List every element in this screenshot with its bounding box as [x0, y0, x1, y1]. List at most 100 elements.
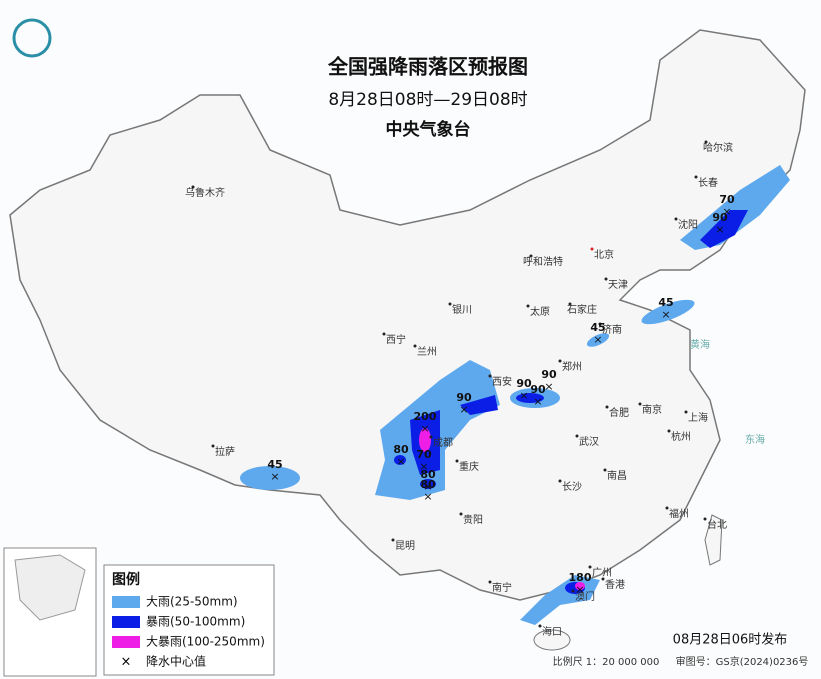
center-value: 200: [414, 410, 437, 423]
center-value: 45: [658, 296, 673, 309]
city-dot: [488, 580, 492, 584]
city-label: 南宁: [492, 581, 512, 594]
center-marker: ×: [544, 380, 553, 393]
center-marker: ×: [593, 333, 602, 346]
city-dot: [571, 589, 575, 593]
center-value: 90: [516, 377, 532, 390]
rain-areas: [240, 165, 790, 625]
center-marker: ×: [533, 395, 542, 408]
center-value: 80: [393, 443, 409, 456]
center-marker: ×: [459, 403, 468, 416]
city-label: 北京: [594, 248, 614, 261]
rain-heavy: [641, 299, 695, 325]
city-label: 哈尔滨: [703, 141, 733, 154]
title: 全国强降雨落区预报图: [327, 55, 528, 79]
legend-title: 图例: [112, 571, 140, 588]
city-dot: [703, 517, 707, 521]
city-dot: [382, 332, 386, 336]
center-value: 90: [712, 211, 728, 224]
legend-marker: ×: [121, 655, 132, 670]
center-value: 80: [420, 468, 436, 481]
rain-severe: [575, 582, 585, 590]
center-value: 45: [267, 458, 282, 471]
city-label: 西安: [492, 375, 512, 388]
rain-storm: [420, 479, 436, 489]
city-dot: [413, 344, 417, 348]
city-dot: [605, 405, 609, 409]
city-dot: [488, 374, 492, 378]
rain-storm: [394, 455, 406, 465]
city-label: 天津: [608, 279, 628, 291]
legend-label: 暴雨(50-100mm): [146, 615, 245, 629]
city-dot: [391, 538, 395, 542]
city-dot: [448, 302, 452, 306]
center-marker: ×: [575, 583, 584, 596]
center-marker: ×: [423, 490, 432, 503]
city-label: 香港: [605, 579, 625, 591]
city-dot: [684, 410, 688, 414]
city-label: 台北: [707, 518, 727, 531]
center-value: 180: [569, 571, 592, 584]
rain-heavy: [680, 165, 790, 250]
center-value: 80: [420, 478, 436, 491]
city-label: 广州: [592, 567, 612, 579]
legend-swatch: [112, 616, 140, 628]
city-dot: [590, 247, 594, 251]
center-marker: ×: [519, 389, 528, 402]
rain-storm: [460, 395, 498, 415]
rain-storm: [700, 210, 748, 248]
center-marker: ×: [396, 455, 405, 468]
city-dot: [558, 479, 562, 483]
city-label: 银川: [452, 303, 472, 316]
review: 审图号：GS京(2024)0236号: [676, 655, 809, 668]
legend-label: 大暴雨(100-250mm): [146, 635, 265, 649]
center-marker: ×: [420, 422, 429, 435]
center-marker: ×: [423, 480, 432, 493]
city-label: 上海: [688, 411, 708, 424]
center-value: 90: [456, 391, 472, 404]
center-marker: ×: [270, 470, 279, 483]
city-label: 呼和浩特: [523, 256, 563, 268]
city-label: 贵阳: [463, 513, 483, 526]
city-label: 兰州: [417, 345, 437, 358]
city-label: 南京: [642, 403, 662, 416]
city-label: 乌鲁木齐: [185, 186, 225, 199]
city-label: 郑州: [562, 360, 582, 373]
rain-storm: [516, 393, 544, 403]
subtitle: 8月28日08时—29日08时: [328, 90, 527, 110]
city-dot: [588, 565, 592, 569]
city-label: 武汉: [579, 435, 599, 448]
center-marker: ×: [419, 460, 428, 473]
legend-swatch: [112, 636, 140, 648]
city-dot: [694, 175, 698, 179]
city-label: 太原: [530, 305, 550, 318]
inset-land: [14, 554, 86, 621]
legend-label: 大雨(25-50mm): [146, 595, 238, 609]
city-label: 石家庄: [567, 303, 597, 316]
city-dot: [674, 217, 678, 221]
city-label: 杭州: [671, 430, 691, 443]
inset-map: [3, 547, 97, 677]
center-value: 70: [416, 448, 432, 461]
city-label: 澳门: [575, 590, 595, 603]
city-dot: [604, 277, 608, 281]
rain-heavy: [240, 466, 300, 490]
taiwan: [704, 514, 723, 566]
city-label: 合肥: [609, 406, 629, 419]
city-dot: [455, 459, 459, 463]
city-label: 南昌: [607, 469, 627, 482]
sea-label: 东海: [745, 433, 765, 446]
city-dot: [598, 322, 602, 326]
city-dot: [601, 577, 605, 581]
city-dot: [638, 402, 642, 406]
city-label: 拉萨: [215, 445, 235, 458]
city-dot: [568, 302, 572, 306]
center-marker: ×: [722, 205, 731, 218]
city-label: 重庆: [459, 460, 479, 473]
city-label: 昆明: [395, 540, 415, 552]
city-label: 海口: [542, 625, 562, 638]
city-dot: [529, 254, 533, 258]
legend-label: 降水中心值: [146, 654, 206, 669]
center-value: 70: [719, 193, 735, 206]
